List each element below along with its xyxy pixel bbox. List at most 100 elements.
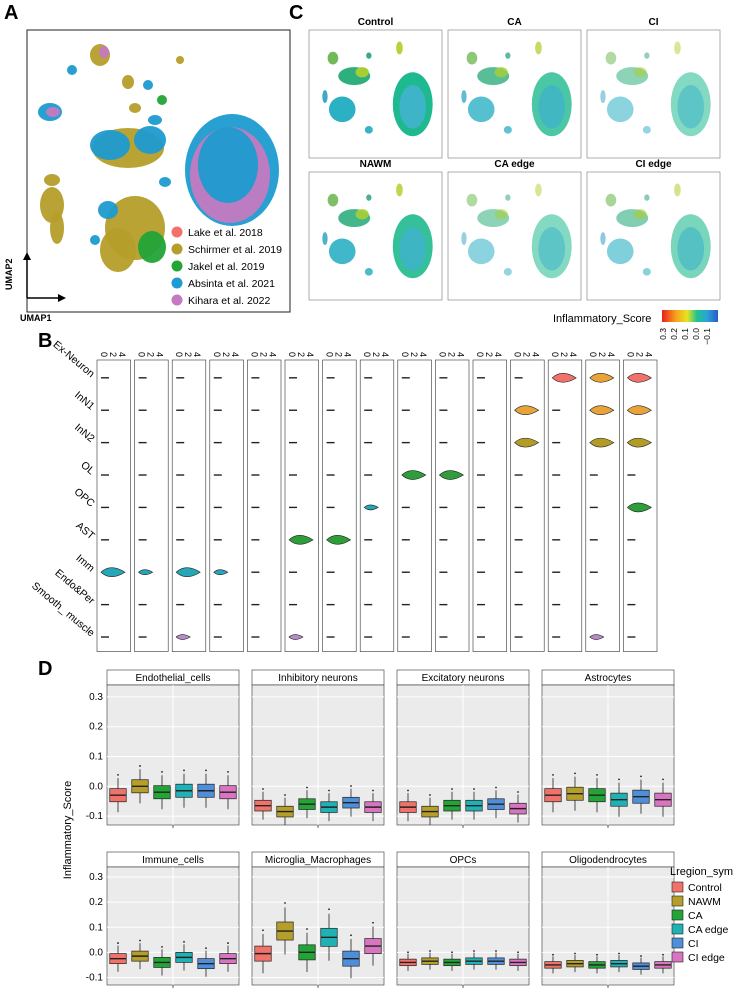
outlier [407, 951, 409, 954]
top-tick: 0 [287, 352, 297, 357]
violin-shape [326, 535, 352, 545]
umap-cluster [364, 268, 373, 276]
facet-title: Inhibitory neurons [278, 673, 358, 684]
cell-type-label: InN2 [72, 421, 97, 445]
legend-dot [171, 260, 183, 272]
outlier [139, 765, 141, 767]
violin-panel-b: 024PTPRC024CSF1R024RUNX1024C3024CD83024G… [29, 339, 658, 652]
violin-shape [589, 373, 615, 383]
umap-cluster [46, 107, 60, 117]
top-tick: 0 [625, 352, 635, 357]
legend-dot [171, 294, 183, 306]
umap-cluster [44, 174, 60, 186]
violin-column [547, 359, 583, 652]
umap-cluster [605, 193, 617, 207]
top-tick: 4 [267, 352, 277, 357]
umap-cluster [466, 193, 478, 207]
umap-cluster [467, 238, 495, 265]
violin-shape [213, 569, 229, 576]
y-tick-label: -0.1 [86, 972, 104, 983]
umap-cluster [328, 238, 356, 265]
umap-cluster [535, 183, 542, 197]
outlier [517, 951, 519, 954]
umap-cluster [50, 212, 64, 244]
top-tick: 2 [559, 352, 569, 357]
cell-type-label: OPC [72, 486, 97, 510]
legend-dot [171, 226, 183, 238]
outlier [662, 953, 664, 956]
outlier [306, 786, 308, 789]
legend-label: NAWM [688, 896, 721, 908]
umap-cluster [366, 52, 372, 59]
top-tick: 4 [455, 352, 465, 357]
outlier [183, 940, 185, 943]
violin-shape [514, 437, 540, 448]
top-tick: 4 [305, 352, 315, 357]
umap-cluster [67, 65, 77, 75]
umap-title: Control [358, 17, 394, 28]
umap-cluster [355, 67, 369, 78]
facet-title: Excitatory neurons [422, 673, 505, 684]
umap-cluster [644, 194, 650, 201]
violin-shape [288, 634, 304, 640]
top-tick: 4 [606, 352, 616, 357]
violin-shape [288, 535, 314, 545]
violin-shape [626, 373, 652, 383]
umap-cluster [494, 209, 508, 220]
legend-label: CI edge [688, 952, 725, 964]
violin-shape [626, 405, 652, 416]
umap-cluster [366, 194, 372, 201]
top-tick: 0 [475, 352, 485, 357]
top-tick: 4 [418, 352, 428, 357]
top-tick: 4 [531, 352, 541, 357]
legend-swatch [671, 951, 684, 963]
colorbar-tick: −0.1 [702, 328, 712, 345]
violin-shape [551, 373, 577, 383]
outlier [139, 939, 141, 942]
umap-cluster [148, 115, 162, 125]
violin-column [623, 359, 658, 652]
umap-cluster [327, 51, 339, 65]
outlier [262, 929, 264, 932]
umap-cluster [129, 103, 141, 113]
umap-cluster [322, 90, 328, 103]
umap-cluster [399, 227, 427, 271]
legend-swatch [671, 923, 684, 935]
y-tick-label: 0.3 [89, 872, 103, 883]
outlier [495, 950, 497, 952]
violin-column [171, 359, 207, 652]
violin-shape [175, 634, 191, 640]
violin-column [472, 359, 507, 652]
umap-cluster [322, 232, 328, 245]
d-y-axis-label: Inflammatory_Score [62, 781, 74, 879]
outlier [552, 773, 554, 776]
outlier [552, 953, 554, 956]
legend-swatch [671, 895, 684, 907]
umap-cluster [143, 80, 153, 90]
violin-column [510, 359, 545, 652]
legend-dot [171, 243, 183, 255]
outlier [517, 791, 519, 793]
top-tick: 2 [258, 352, 268, 357]
umap-cluster [642, 126, 651, 134]
legend-label: Jakel et al. 2019 [188, 261, 265, 273]
top-tick: 2 [634, 352, 644, 357]
top-tick: 2 [108, 352, 118, 357]
violin-shape [438, 470, 464, 480]
violin-column [359, 359, 395, 652]
legend-label: Schirmer et al. 2019 [188, 244, 282, 256]
panel-label-c: C [289, 2, 304, 24]
top-tick: 4 [117, 352, 127, 357]
umap-cluster [98, 201, 118, 219]
outlier [328, 908, 330, 911]
umap-cluster [122, 75, 134, 89]
violin-shape [401, 470, 427, 480]
violin-shape [589, 437, 615, 448]
facet-title: Immune_cells [142, 855, 204, 866]
umap-cluster [600, 232, 606, 245]
violin-column [322, 359, 357, 652]
facet-title: OPCs [450, 855, 477, 866]
y-tick-label: 0.1 [89, 922, 103, 933]
umap-cluster [100, 228, 136, 272]
umap-cluster [535, 41, 542, 55]
